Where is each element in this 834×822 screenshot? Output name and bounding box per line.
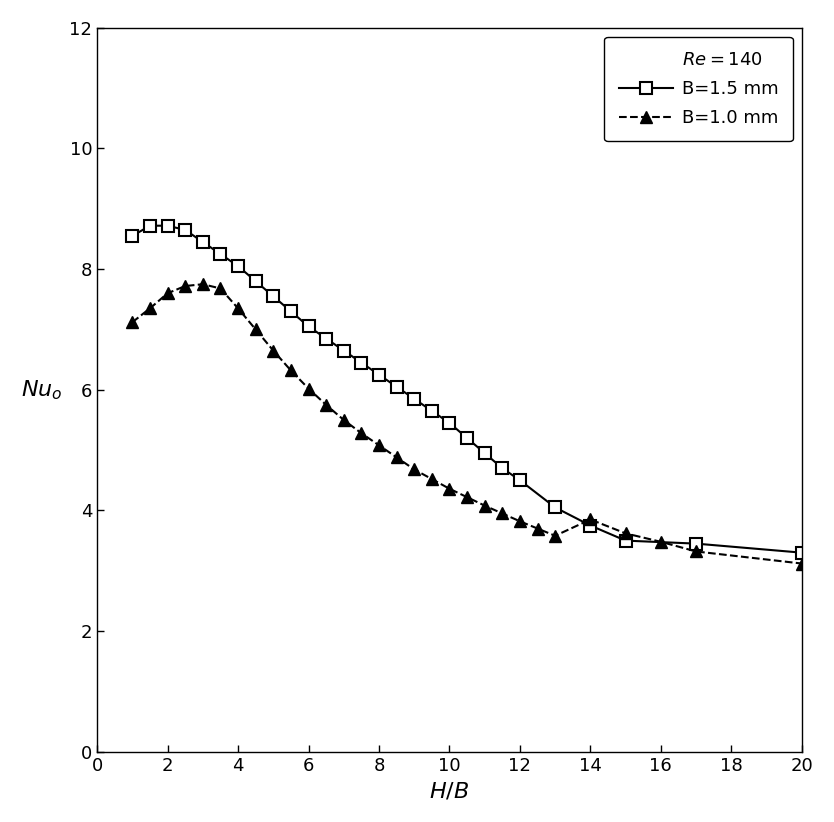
X-axis label: $\mathit{H/B}$: $\mathit{H/B}$	[430, 780, 470, 801]
Legend: $\mathit{Re=140}$, B=1.5 mm, B=1.0 mm: $\mathit{Re=140}$, B=1.5 mm, B=1.0 mm	[604, 37, 793, 141]
Y-axis label: $\mathit{Nu_o}$: $\mathit{Nu_o}$	[21, 378, 63, 402]
